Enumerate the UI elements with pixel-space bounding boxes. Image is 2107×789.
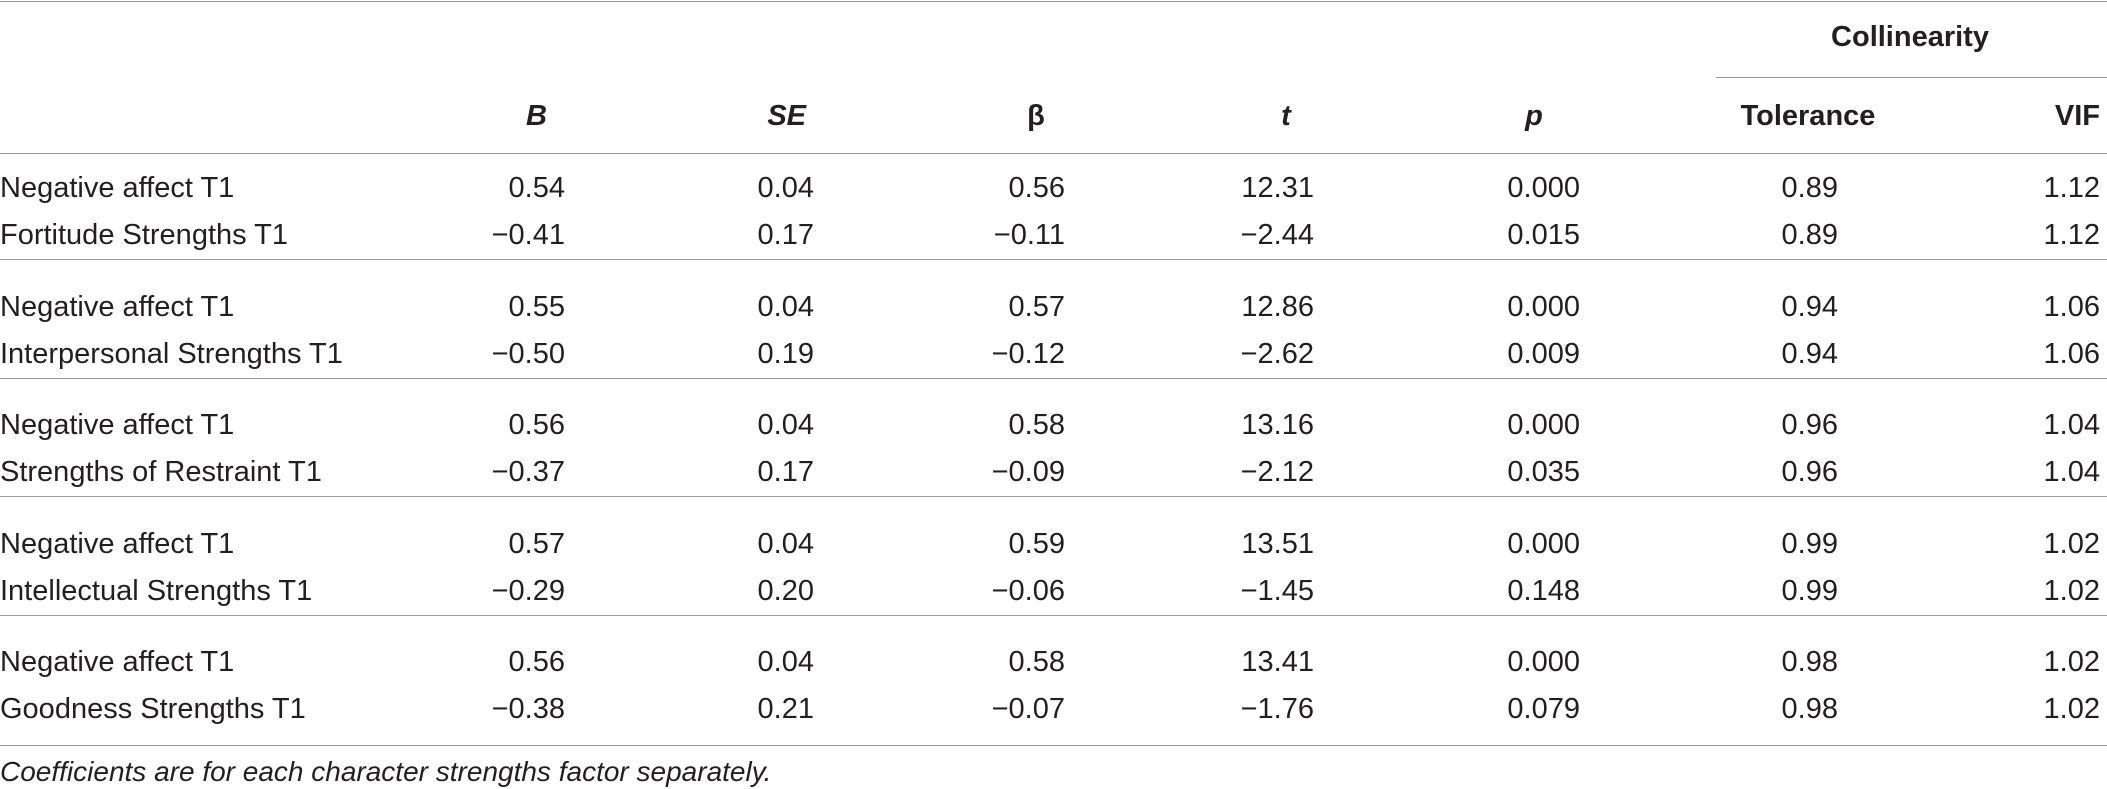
row-label: Negative affect T1 (0, 172, 235, 204)
table-top-rule (0, 1, 2107, 2)
row-label: Goodness Strengths T1 (0, 693, 306, 725)
table-cell: −2.44 (1240, 219, 1314, 251)
table-cell: 0.94 (1781, 337, 1838, 370)
table-cell: −0.37 (491, 456, 565, 488)
table-cell: −2.62 (1240, 337, 1314, 370)
table-cell: 0.19 (757, 337, 814, 370)
table-cell: −0.11 (993, 219, 1065, 251)
table-cell: −1.45 (1240, 574, 1314, 607)
table-cell: 0.98 (1781, 693, 1838, 725)
table-cell: 0.99 (1781, 574, 1838, 607)
row-label: Negative affect T1 (0, 646, 235, 678)
table-cell: 0.58 (1008, 409, 1065, 441)
table-cell: 0.000 (1507, 409, 1580, 441)
table-cell: 0.000 (1507, 290, 1580, 323)
table-cell: 13.51 (1241, 527, 1314, 560)
table-cell: 1.06 (2043, 337, 2100, 370)
table-cell: 0.000 (1507, 646, 1580, 678)
table-cell: 0.17 (757, 219, 814, 251)
table-cell: 12.86 (1241, 290, 1314, 323)
table-cell: 0.57 (1008, 290, 1065, 323)
column-header-2: SE (767, 100, 806, 132)
group-divider (0, 377, 2107, 379)
table-bottom-rule (0, 745, 2107, 746)
table-cell: −0.41 (491, 219, 565, 251)
table-cell: 12.31 (1241, 172, 1314, 204)
table-cell: 0.89 (1781, 219, 1838, 251)
table-cell: 13.41 (1241, 646, 1314, 678)
table-cell: 0.04 (757, 646, 814, 678)
table-cell: 0.009 (1507, 337, 1580, 370)
table-cell: 0.96 (1781, 409, 1838, 441)
table-cell: 0.55 (508, 290, 565, 323)
table-cell: 1.02 (2043, 646, 2100, 678)
table-cell: 0.20 (757, 574, 814, 607)
table-cell: 0.98 (1781, 646, 1838, 678)
table-cell: 0.99 (1781, 527, 1838, 560)
column-header-3: β (1027, 100, 1045, 132)
table-cell: 0.04 (757, 409, 814, 441)
table-cell: −0.12 (991, 337, 1065, 370)
table-cell: 0.035 (1507, 456, 1580, 488)
row-label: Fortitude Strengths T1 (0, 219, 289, 251)
table-cell: 0.079 (1507, 693, 1580, 725)
group-divider (0, 614, 2107, 616)
table-cell: 0.56 (508, 409, 565, 441)
table-cell: 0.59 (1008, 527, 1065, 560)
column-header-5: p (1525, 100, 1543, 132)
column-header-6: Tolerance (1740, 100, 1876, 132)
table-cell: 0.57 (508, 527, 565, 560)
table-cell: 0.58 (1008, 646, 1065, 678)
table-cell: 1.02 (2043, 527, 2100, 560)
table-cell: −0.09 (991, 456, 1065, 488)
table-cell: 0.015 (1507, 219, 1580, 251)
table-cell: 0.04 (757, 290, 814, 323)
table-cell: −0.50 (491, 337, 565, 370)
table-cell: 1.02 (2043, 574, 2100, 607)
table-cell: 0.04 (757, 172, 814, 204)
group-divider (0, 259, 2107, 260)
table-cell: 0.04 (757, 527, 814, 560)
table-cell: 13.16 (1241, 409, 1314, 441)
group-divider (0, 496, 2107, 497)
table-cell: 0.56 (1008, 172, 1065, 204)
table-cell: −0.06 (991, 574, 1065, 607)
table-cell: 0.89 (1781, 172, 1838, 204)
table-cell: 0.148 (1507, 574, 1580, 607)
table-cell: 1.12 (2043, 172, 2100, 204)
collinearity-subrule (1716, 77, 2107, 78)
table-cell: 1.04 (2043, 409, 2100, 441)
column-header-4: t (1281, 100, 1291, 132)
table-cell: −0.38 (491, 693, 565, 725)
row-label: Interpersonal Strengths T1 (0, 337, 343, 370)
column-header-7: VIF (2054, 100, 2100, 132)
table-cell: 0.94 (1781, 290, 1838, 323)
row-label: Intellectual Strengths T1 (0, 574, 313, 607)
table-cell: −2.12 (1240, 456, 1314, 488)
table-cell: −0.29 (491, 574, 565, 607)
column-header-1: B (526, 100, 547, 132)
table-cell: 1.04 (2043, 456, 2100, 488)
row-label: Negative affect T1 (0, 409, 235, 441)
table-cell: 1.06 (2043, 290, 2100, 323)
table-cell: 0.56 (508, 646, 565, 678)
table-cell: −0.07 (991, 693, 1065, 725)
table-footnote: Coefficients are for each character stre… (0, 756, 772, 787)
table-cell: 1.12 (2043, 219, 2100, 251)
table-cell: 0.54 (508, 172, 565, 204)
header-bottom-rule (0, 153, 2107, 154)
table-cell: 0.000 (1507, 172, 1580, 204)
table-cell: −1.76 (1240, 693, 1314, 725)
row-label: Strengths of Restraint T1 (0, 456, 322, 488)
table-cell: 0.21 (757, 693, 814, 725)
table-cell: 0.96 (1781, 456, 1838, 488)
row-label: Negative affect T1 (0, 527, 235, 560)
row-label: Negative affect T1 (0, 290, 235, 323)
table-cell: 0.000 (1507, 527, 1580, 560)
table-cell: 0.17 (757, 456, 814, 488)
table-cell: 1.02 (2043, 693, 2100, 725)
collinearity-header: Collinearity (1831, 21, 1989, 53)
